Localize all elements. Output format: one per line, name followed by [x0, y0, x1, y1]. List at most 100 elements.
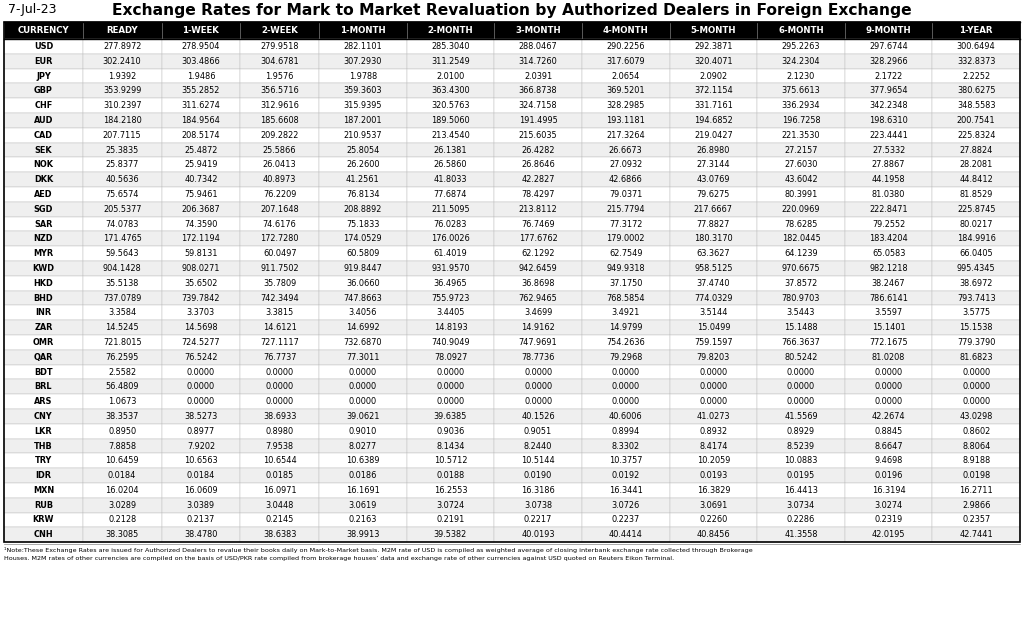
Text: 41.5569: 41.5569: [784, 412, 818, 421]
Bar: [757, 394, 845, 409]
Text: 0.0000: 0.0000: [699, 397, 727, 406]
Bar: [162, 246, 241, 261]
Text: 4-MONTH: 4-MONTH: [603, 26, 648, 35]
Bar: [4, 453, 83, 468]
Bar: [757, 498, 845, 513]
Text: 60.0497: 60.0497: [263, 249, 296, 258]
Bar: [495, 335, 582, 350]
Bar: [845, 335, 933, 350]
Bar: [933, 246, 1020, 261]
Bar: [495, 246, 582, 261]
Text: 43.6042: 43.6042: [784, 175, 818, 184]
Bar: [582, 202, 670, 216]
Bar: [582, 261, 670, 276]
Bar: [845, 202, 933, 216]
Bar: [495, 69, 582, 84]
Bar: [4, 320, 83, 335]
Bar: [670, 379, 757, 394]
Bar: [495, 290, 582, 305]
Bar: [319, 113, 407, 128]
Text: 342.2348: 342.2348: [869, 101, 908, 110]
Bar: [407, 22, 495, 39]
Bar: [407, 365, 495, 379]
Text: 755.9723: 755.9723: [431, 294, 470, 303]
Text: 297.6744: 297.6744: [869, 42, 908, 51]
Bar: [319, 69, 407, 84]
Text: 982.1218: 982.1218: [869, 264, 908, 273]
Bar: [4, 216, 83, 231]
Text: 16.0971: 16.0971: [263, 486, 297, 495]
Text: 320.4071: 320.4071: [694, 57, 732, 66]
Bar: [407, 468, 495, 483]
Text: 26.8646: 26.8646: [521, 160, 555, 169]
Text: 3.3815: 3.3815: [265, 308, 294, 317]
Text: 36.0660: 36.0660: [346, 279, 380, 288]
Text: 0.8929: 0.8929: [786, 427, 815, 436]
Bar: [162, 290, 241, 305]
Bar: [670, 276, 757, 290]
Bar: [407, 261, 495, 276]
Text: 27.8867: 27.8867: [871, 160, 905, 169]
Text: 931.9570: 931.9570: [431, 264, 470, 273]
Text: 78.6285: 78.6285: [784, 220, 817, 229]
Text: 3.0726: 3.0726: [611, 500, 640, 509]
Text: 14.6121: 14.6121: [263, 323, 297, 332]
Bar: [407, 202, 495, 216]
Bar: [757, 231, 845, 246]
Bar: [83, 350, 162, 365]
Bar: [4, 350, 83, 365]
Bar: [83, 453, 162, 468]
Bar: [582, 379, 670, 394]
Text: 949.9318: 949.9318: [606, 264, 645, 273]
Text: BHD: BHD: [34, 294, 53, 303]
Bar: [162, 335, 241, 350]
Text: 3.0389: 3.0389: [186, 500, 215, 509]
Text: 0.0192: 0.0192: [611, 471, 640, 480]
Bar: [162, 113, 241, 128]
Bar: [83, 424, 162, 439]
Bar: [845, 157, 933, 172]
Text: 739.7842: 739.7842: [181, 294, 220, 303]
Text: 40.1526: 40.1526: [521, 412, 555, 421]
Text: 311.6274: 311.6274: [181, 101, 220, 110]
Text: 5-MONTH: 5-MONTH: [690, 26, 736, 35]
Bar: [407, 527, 495, 542]
Text: 191.4995: 191.4995: [519, 116, 557, 125]
Bar: [407, 187, 495, 202]
Bar: [241, 379, 319, 394]
Text: 15.1401: 15.1401: [871, 323, 905, 332]
Bar: [83, 22, 162, 39]
Text: 958.5125: 958.5125: [694, 264, 732, 273]
Bar: [4, 424, 83, 439]
Text: 74.3590: 74.3590: [184, 220, 217, 229]
Text: KRW: KRW: [33, 515, 54, 524]
Text: INR: INR: [35, 308, 51, 317]
Text: 213.4540: 213.4540: [431, 131, 470, 140]
Text: 38.6383: 38.6383: [263, 530, 296, 539]
Bar: [162, 453, 241, 468]
Text: 208.5174: 208.5174: [181, 131, 220, 140]
Text: 26.6673: 26.6673: [609, 146, 642, 155]
Bar: [83, 409, 162, 424]
Bar: [4, 261, 83, 276]
Text: 78.4297: 78.4297: [521, 190, 555, 199]
Bar: [241, 320, 319, 335]
Bar: [933, 335, 1020, 350]
Bar: [845, 39, 933, 54]
Bar: [757, 128, 845, 142]
Text: 754.2636: 754.2636: [606, 338, 645, 347]
Text: 9.4698: 9.4698: [874, 457, 903, 466]
Text: 377.9654: 377.9654: [869, 86, 908, 95]
Text: 331.7161: 331.7161: [694, 101, 733, 110]
Text: 65.0583: 65.0583: [871, 249, 905, 258]
Text: 312.9616: 312.9616: [260, 101, 299, 110]
Bar: [757, 527, 845, 542]
Bar: [83, 483, 162, 498]
Text: 0.2128: 0.2128: [108, 515, 136, 524]
Text: 37.1750: 37.1750: [609, 279, 642, 288]
Text: 44.8412: 44.8412: [959, 175, 993, 184]
Bar: [495, 468, 582, 483]
Text: 38.5273: 38.5273: [184, 412, 217, 421]
Text: 942.6459: 942.6459: [519, 264, 557, 273]
Bar: [407, 305, 495, 320]
